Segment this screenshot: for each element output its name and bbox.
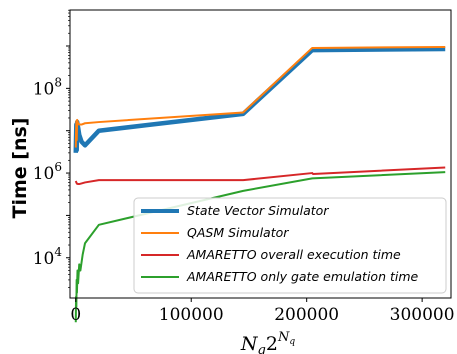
y-tick-label: 106: [33, 160, 62, 184]
x-tick-label: 200000: [274, 305, 339, 325]
x-tick-label: 300000: [390, 305, 455, 325]
plot-area-frame: [69, 9, 452, 299]
x-axis-label: Ng2Nq: [240, 330, 295, 354]
series-line-amaretto-overall-execution-time: [74, 166, 446, 186]
legend: State Vector Simulator QASM Simulator AM…: [133, 197, 447, 294]
y-axis-ticks: 104 106 108: [33, 9, 70, 288]
y-axis-label: Time [ns]: [9, 118, 31, 219]
legend-label-amaretto-gate: AMARETTO only gate emulation time: [186, 269, 419, 284]
y-tick-label: 104: [33, 245, 63, 269]
legend-box: [133, 197, 447, 294]
legend-label-state-vector: State Vector Simulator: [187, 203, 329, 218]
y-tick-label: 108: [33, 75, 62, 99]
x-axis-ticks: 0 100000 200000 300000: [70, 298, 455, 325]
series-line-state-vector-simulator: [73, 46, 446, 153]
legend-label-qasm: QASM Simulator: [187, 225, 289, 240]
series-line-qasm-simulator: [74, 45, 446, 148]
x-tick-label: 0: [70, 305, 81, 325]
legend-label-amaretto-overall: AMARETTO overall execution time: [186, 247, 401, 262]
x-tick-label: 100000: [159, 305, 224, 325]
